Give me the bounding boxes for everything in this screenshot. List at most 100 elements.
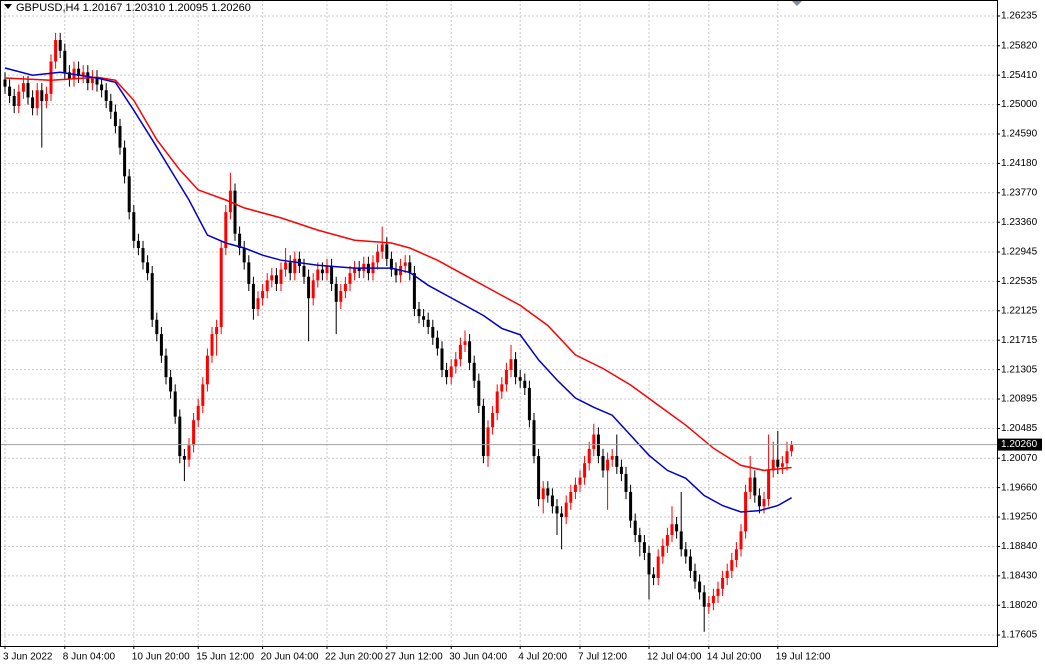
candle-body bbox=[63, 50, 67, 73]
candle-body bbox=[771, 459, 775, 471]
candle-body bbox=[242, 248, 246, 263]
candle-body bbox=[261, 291, 265, 299]
candle-body bbox=[40, 90, 44, 101]
candle-body bbox=[458, 344, 462, 360]
candle-body bbox=[546, 488, 550, 496]
candle-body bbox=[560, 513, 564, 518]
candle-body bbox=[307, 276, 311, 299]
plot-area bbox=[0, 0, 997, 646]
candle-body bbox=[95, 77, 99, 85]
candle-body bbox=[495, 391, 499, 414]
candle-body bbox=[353, 268, 357, 274]
header: GBPUSD,H4 1.20167 1.20310 1.20095 1.2026… bbox=[16, 2, 251, 14]
candle-body bbox=[169, 377, 173, 392]
candle-body bbox=[693, 570, 697, 582]
candle-body bbox=[127, 176, 131, 213]
candle-body bbox=[12, 95, 16, 107]
x-tick-label: 22 Jun 20:00 bbox=[325, 652, 383, 663]
candle-body bbox=[31, 97, 35, 109]
y-tick-label: 1.18430 bbox=[1001, 570, 1038, 581]
candle-body bbox=[757, 495, 761, 507]
candle-body bbox=[688, 556, 692, 571]
y-tick-label: 1.25820 bbox=[1001, 40, 1038, 51]
candle-body bbox=[417, 309, 421, 317]
candle-body bbox=[661, 545, 665, 557]
symbol: GBPUSD,H4 bbox=[16, 2, 80, 14]
candle-body bbox=[251, 283, 255, 310]
y-tick-label: 1.24180 bbox=[1001, 158, 1038, 169]
candle-body bbox=[578, 477, 582, 485]
candle-body bbox=[652, 574, 656, 578]
y-tick-label: 1.26235 bbox=[1001, 11, 1038, 22]
candle-body bbox=[325, 265, 329, 274]
candle-body bbox=[670, 524, 674, 535]
candle-body bbox=[527, 387, 531, 421]
candle-body bbox=[431, 326, 435, 338]
candle-body bbox=[426, 319, 430, 327]
candle-body bbox=[284, 262, 288, 270]
y-tick-label: 1.19660 bbox=[1001, 482, 1038, 493]
candle-body bbox=[564, 502, 568, 518]
candle-body bbox=[224, 212, 228, 249]
y-tick-label: 1.18840 bbox=[1001, 541, 1038, 552]
candle-body bbox=[279, 269, 283, 284]
x-tick-label: 7 Jul 12:00 bbox=[578, 652, 627, 663]
candle-body bbox=[265, 280, 269, 292]
candle-body bbox=[339, 291, 343, 302]
candle-body bbox=[123, 147, 127, 177]
candle-body bbox=[486, 427, 490, 457]
candle-body bbox=[136, 240, 140, 249]
candle-body bbox=[164, 355, 168, 378]
y-tick-label: 1.22945 bbox=[1001, 247, 1038, 258]
candle-body bbox=[274, 275, 278, 284]
candle-body bbox=[615, 456, 619, 467]
candle-body bbox=[445, 369, 449, 378]
candle-body bbox=[679, 531, 683, 550]
candle-body bbox=[219, 248, 223, 327]
candle-body bbox=[270, 275, 274, 281]
candle-body bbox=[569, 491, 573, 503]
y-tick-label: 1.23360 bbox=[1001, 217, 1038, 228]
candle-body bbox=[523, 380, 527, 388]
candle-body bbox=[104, 90, 108, 101]
candle-body bbox=[716, 588, 720, 596]
candle-body bbox=[776, 459, 780, 467]
candle-body bbox=[247, 262, 251, 284]
candle-body bbox=[730, 560, 734, 571]
candle-body bbox=[477, 380, 481, 406]
candle-body bbox=[573, 484, 577, 492]
x-tick-label: 12 Jul 04:00 bbox=[647, 652, 702, 663]
candle-body bbox=[601, 456, 605, 471]
candle-body bbox=[555, 506, 559, 514]
x-tick-label: 27 Jun 12:00 bbox=[385, 652, 443, 663]
header-low: 1.20095 bbox=[168, 2, 208, 14]
candle-body bbox=[302, 265, 306, 277]
candle-body bbox=[463, 341, 467, 345]
header-open: 1.20167 bbox=[83, 2, 123, 14]
candle-body bbox=[17, 91, 21, 107]
candle-body bbox=[192, 420, 196, 446]
candle-body bbox=[58, 40, 62, 51]
candle-body bbox=[642, 542, 646, 553]
candle-body bbox=[665, 534, 669, 546]
candle-body bbox=[320, 269, 324, 274]
y-tick-label: 1.20895 bbox=[1001, 394, 1038, 405]
x-tick-label: 19 Jul 12:00 bbox=[776, 652, 831, 663]
candle-body bbox=[81, 72, 85, 76]
candle-body bbox=[532, 420, 536, 457]
candle-body bbox=[238, 233, 242, 249]
candle-body bbox=[702, 592, 706, 607]
candle-body bbox=[49, 61, 53, 94]
candle-body bbox=[509, 359, 513, 370]
candle-body bbox=[113, 111, 117, 127]
candle-body bbox=[780, 463, 784, 467]
moving-average-line bbox=[4, 67, 792, 513]
candle-body bbox=[725, 570, 729, 578]
candle-body bbox=[159, 334, 163, 356]
candle-body bbox=[155, 319, 159, 335]
candle-body bbox=[389, 258, 393, 270]
candle-body bbox=[233, 190, 237, 234]
y-tick-label: 1.25410 bbox=[1001, 70, 1038, 81]
